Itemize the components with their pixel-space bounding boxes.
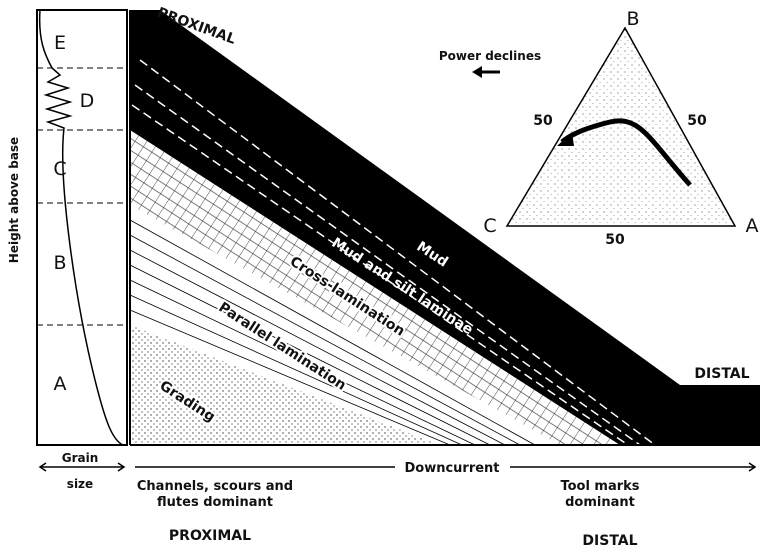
division-label: E — [54, 32, 66, 54]
vertex-label: C — [483, 215, 496, 237]
division-label: B — [53, 252, 66, 274]
axis-label: Height above base — [7, 137, 21, 263]
division-label: C — [53, 158, 66, 180]
tick-label: 50 — [605, 232, 625, 248]
note: dominant — [565, 495, 635, 510]
grain-label: Grain — [62, 451, 99, 465]
end-label: PROXIMAL — [169, 528, 251, 544]
tick-label: 50 — [687, 113, 707, 129]
figure: E D C B A Height above base Grain size PROXIMAL D… — [0, 0, 762, 553]
right-label: DISTAL — [694, 366, 749, 382]
vertex-label: A — [746, 215, 759, 237]
grain-label: size — [67, 477, 93, 491]
vertex-label: B — [626, 8, 639, 30]
tick-label: 50 — [533, 113, 553, 129]
arrow-label: Power declines — [439, 49, 541, 63]
note: flutes dominant — [157, 495, 273, 510]
division-label: A — [54, 373, 67, 395]
end-label: DISTAL — [582, 533, 637, 549]
axis-label: Downcurrent — [404, 461, 499, 476]
note: Channels, scours and — [137, 479, 293, 494]
division-label: D — [80, 90, 95, 112]
grain-curve — [40, 10, 123, 445]
column-frame — [37, 10, 127, 445]
note: Tool marks — [560, 479, 639, 494]
